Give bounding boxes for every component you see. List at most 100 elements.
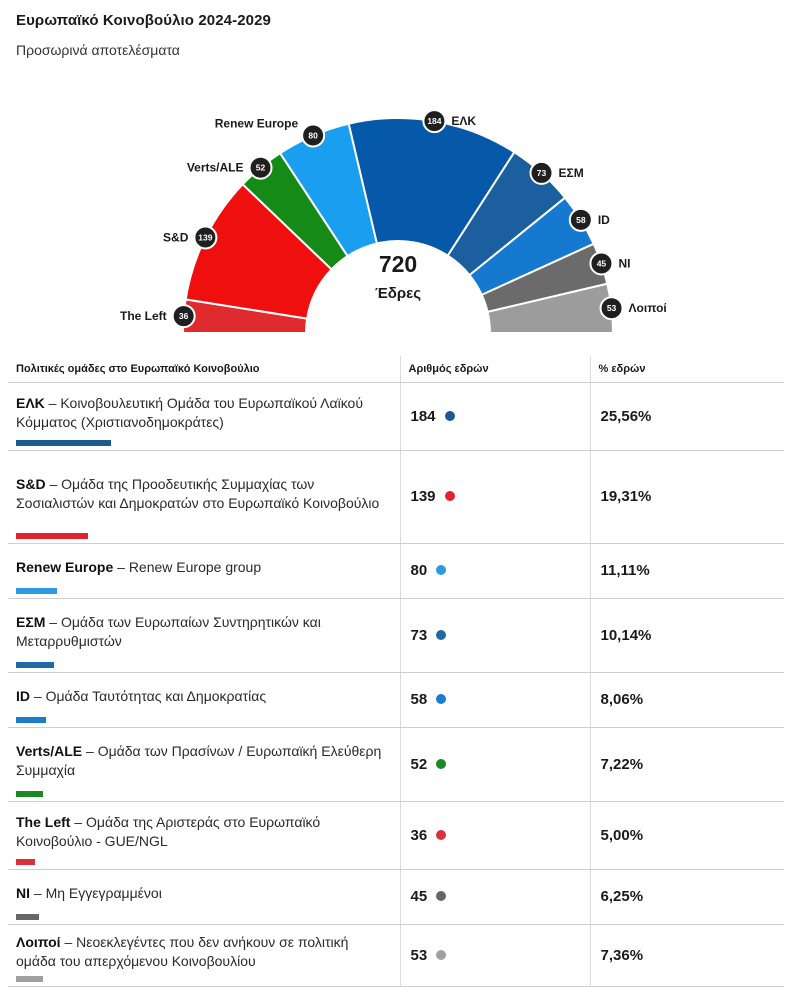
value-badge [301, 123, 326, 148]
page-subtitle: Προσωρινά αποτελέσματα [16, 42, 180, 58]
seats-value: 36 [410, 826, 428, 844]
color-dot-icon [436, 758, 447, 769]
value-label: 80 [308, 130, 318, 140]
group-abbr: Renew Europe [16, 559, 114, 575]
header-group: Πολιτικές ομάδες στο Ευρωπαϊκό Κοινοβούλ… [8, 356, 400, 383]
percent-cell: 8,06% [589, 672, 784, 728]
table-row: NI – Μη Εγγεγραμμένοι 45 6,25% [8, 869, 784, 925]
seats-value: 58 [410, 691, 428, 708]
table-row: The Left – Ομάδα της Αριστεράς στο Ευρωπ… [8, 801, 784, 870]
seats-value: 53 [410, 946, 428, 964]
seats-value: 45 [410, 888, 428, 905]
group-cell: ΕΣΜ – Ομάδα των Ευρωπαίων Συντηρητικών κ… [8, 598, 400, 673]
share-bar [16, 439, 112, 446]
value-label: 36 [179, 311, 189, 321]
table-header-row: Πολιτικές ομάδες στο Ευρωπαϊκό Κοινοβούλ… [8, 356, 784, 383]
group-description: – Ομάδα της Προοδευτικής Συμμαχίας των Σ… [16, 475, 380, 511]
group-cell: Verts/ALE – Ομάδα των Πρασίνων / Ευρωπαϊ… [8, 727, 400, 802]
seats-cell: 80 [399, 543, 590, 599]
share-bar [16, 532, 88, 539]
chart-badges: 36 139 52 80 184 73 58 45 53 [171, 109, 624, 329]
table-row: Λοιποί – Νεοεκλεγέντες που δεν ανήκουν σ… [8, 924, 784, 987]
color-dot-icon [436, 891, 447, 901]
percent-cell: 7,36% [589, 924, 784, 987]
value-badge [171, 304, 196, 329]
color-dot-icon [444, 491, 455, 501]
seats-value: 73 [410, 626, 428, 644]
group-description: – Renew Europe group [113, 559, 262, 575]
color-dot-icon [436, 565, 447, 575]
group-name: ID – Ομάδα Ταυτότητας και Δημοκρατίας [16, 687, 388, 706]
group-cell: The Left – Ομάδα της Αριστεράς στο Ευρωπ… [8, 801, 400, 870]
percent-cell: 25,56% [589, 382, 784, 451]
percent-cell: 6,25% [589, 869, 784, 925]
group-name: Λοιποί – Νεοεκλεγέντες που δεν ανήκουν σ… [16, 933, 388, 971]
color-dot-icon [436, 949, 447, 960]
value-badge [589, 251, 614, 276]
group-abbr: The Left [16, 814, 71, 830]
group-cell: Λοιποί – Νεοεκλεγέντες που δεν ανήκουν σ… [8, 924, 400, 987]
value-label: 45 [597, 258, 607, 268]
percent-cell: 5,00% [589, 801, 784, 870]
header-percent: % εδρών [589, 356, 784, 383]
group-cell: S&D – Ομάδα της Προοδευτικής Συμμαχίας τ… [8, 450, 400, 544]
value-label: 53 [607, 303, 617, 313]
value-label: 52 [256, 163, 266, 173]
slice-label: S&D [163, 230, 189, 244]
group-name: ΕΣΜ – Ομάδα των Ευρωπαίων Συντηρητικών κ… [16, 613, 388, 651]
seats-value: 184 [410, 407, 436, 425]
share-bar [16, 587, 58, 594]
group-description: – Μη Εγγεγραμμένοι [30, 885, 162, 901]
group-description: – Ομάδα Ταυτότητας και Δημοκρατίας [30, 688, 267, 704]
group-cell: Renew Europe – Renew Europe group [8, 543, 400, 599]
seats-cell: 73 [399, 598, 590, 673]
share-bar [16, 790, 43, 797]
group-name: The Left – Ομάδα της Αριστεράς στο Ευρωπ… [16, 813, 388, 851]
chart-slices [181, 117, 615, 334]
table-row: ΕΣΜ – Ομάδα των Ευρωπαίων Συντηρητικών κ… [8, 598, 784, 673]
table-row: ID – Ομάδα Ταυτότητας και Δημοκρατίας 58 8… [8, 672, 784, 728]
value-badge [248, 155, 273, 180]
group-abbr: ΕΣΜ [16, 614, 46, 630]
percent-cell: 10,14% [589, 598, 784, 673]
seats-value: 139 [410, 488, 436, 505]
value-label: 58 [576, 215, 586, 225]
color-dot-icon [444, 410, 455, 421]
percent-cell: 19,31% [589, 450, 784, 544]
color-dot-icon [436, 629, 447, 640]
percent-cell: 7,22% [589, 727, 784, 802]
share-bar [16, 975, 44, 982]
value-badge [193, 225, 218, 250]
chart-slice [347, 117, 516, 258]
group-abbr: Λοιποί [16, 934, 61, 950]
slice-label: NI [618, 256, 630, 270]
percent-cell: 11,11% [589, 543, 784, 599]
share-bar [16, 858, 35, 865]
group-description: – Ομάδα των Πρασίνων / Ευρωπαϊκή Ελεύθερ… [16, 743, 382, 778]
group-name: S&D – Ομάδα της Προοδευτικής Συμμαχίας τ… [16, 475, 388, 513]
group-description: – Ομάδα της Αριστεράς στο Ευρωπαϊκό Κοιν… [16, 814, 321, 849]
group-description: – Κοινοβουλευτική Ομάδα του Ευρωπαϊκού Λ… [16, 395, 363, 430]
seats-cell: 52 [399, 727, 590, 802]
slice-label: The Left [120, 309, 167, 323]
slice-label: ID [598, 213, 610, 227]
hemicycle-chart: 36 139 52 80 184 73 58 45 53 The Left S&D Verts/AL… [120, 109, 667, 334]
table-body: ΕΛΚ – Κοινοβουλευτική Ομάδα του Ευρωπαϊκ… [8, 382, 784, 987]
group-name: NI – Μη Εγγεγραμμένοι [16, 884, 388, 903]
header-seats: Αριθμός εδρών [399, 356, 590, 383]
group-name: Verts/ALE – Ομάδα των Πρασίνων / Ευρωπαϊ… [16, 742, 388, 780]
group-abbr: ID [16, 688, 30, 704]
page-title: Ευρωπαϊκό Κοινοβούλιο 2024-2029 [16, 12, 271, 29]
value-badge [422, 109, 447, 134]
slice-label: Verts/ALE [187, 161, 244, 175]
value-badge [599, 296, 624, 321]
seats-value: 52 [410, 755, 428, 773]
group-name: Renew Europe – Renew Europe group [16, 558, 388, 577]
total-seats: 720 [379, 251, 417, 277]
slice-label: ΕΣΜ [559, 166, 584, 180]
chart-labels: The Left S&D Verts/ALE Renew Europe ΕΛΚ ΕΣΜ ID… [120, 114, 667, 323]
value-label: 73 [537, 168, 547, 178]
group-abbr: Verts/ALE [16, 743, 83, 759]
group-abbr: NI [16, 885, 30, 901]
slice-label: Λοιποί [629, 301, 667, 315]
